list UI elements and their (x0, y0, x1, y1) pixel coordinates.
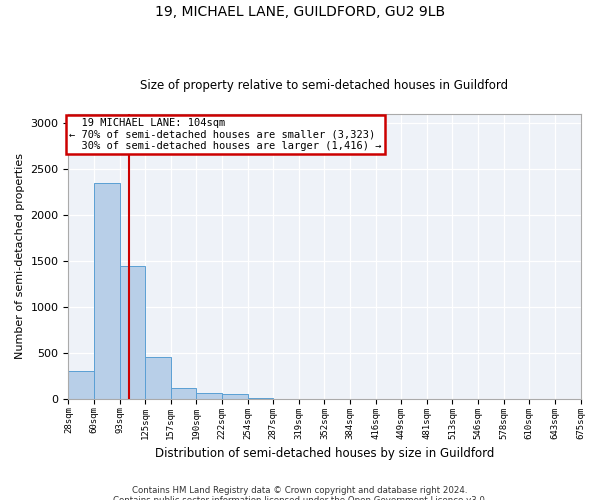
Bar (68, 371, 94, 399)
Bar (222, 394, 248, 399)
Y-axis label: Number of semi-detached properties: Number of semi-detached properties (15, 154, 25, 360)
Bar (94, 183, 119, 399)
Text: Contains public sector information licensed under the Open Government Licence v3: Contains public sector information licen… (113, 496, 487, 500)
Bar (119, 266, 145, 399)
X-axis label: Distribution of semi-detached houses by size in Guildford: Distribution of semi-detached houses by … (155, 447, 494, 460)
Text: 19 MICHAEL LANE: 104sqm
← 70% of semi-detached houses are smaller (3,323)
  30% : 19 MICHAEL LANE: 104sqm ← 70% of semi-de… (69, 118, 382, 151)
Text: 19, MICHAEL LANE, GUILDFORD, GU2 9LB: 19, MICHAEL LANE, GUILDFORD, GU2 9LB (155, 5, 445, 19)
Text: Contains HM Land Registry data © Crown copyright and database right 2024.: Contains HM Land Registry data © Crown c… (132, 486, 468, 495)
Bar (196, 394, 222, 399)
Bar (171, 388, 196, 399)
Bar (145, 356, 171, 399)
Title: Size of property relative to semi-detached houses in Guildford: Size of property relative to semi-detach… (140, 79, 509, 92)
